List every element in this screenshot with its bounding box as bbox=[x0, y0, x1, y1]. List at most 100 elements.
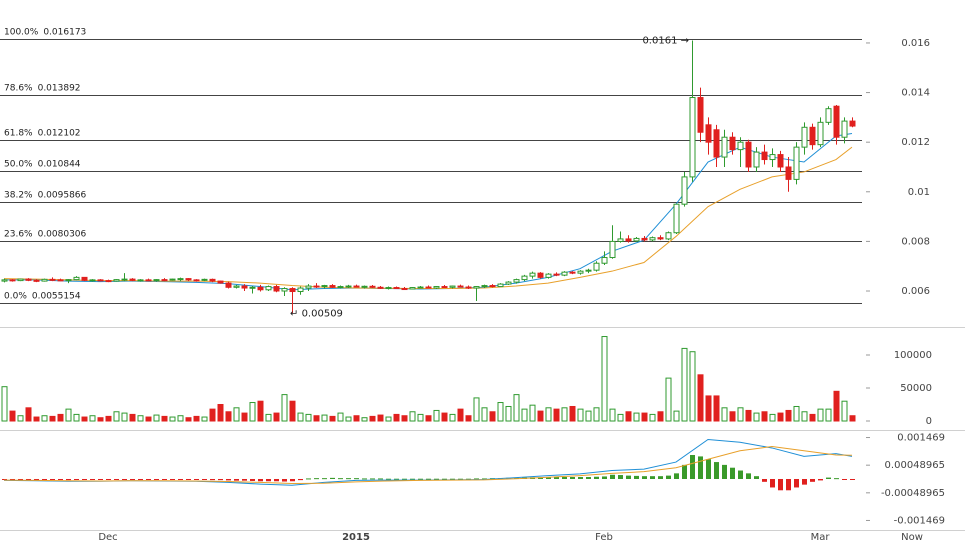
candle-body bbox=[177, 278, 184, 281]
macd-histogram-bar bbox=[482, 478, 487, 480]
fib-percent: 0.0% bbox=[4, 291, 27, 301]
volume-bar bbox=[377, 414, 384, 422]
volume-bar bbox=[385, 416, 392, 422]
volume-bar bbox=[297, 412, 304, 422]
volume-bar bbox=[817, 408, 824, 422]
candle-body bbox=[617, 238, 624, 242]
candle-body bbox=[361, 285, 368, 288]
x-tick-label: 2015 bbox=[342, 532, 370, 543]
volume-bar bbox=[681, 347, 688, 422]
volume-bar bbox=[825, 408, 832, 422]
volume-bar bbox=[665, 377, 672, 422]
candle-body bbox=[769, 154, 776, 161]
volume-bar bbox=[281, 394, 288, 422]
volume-bar bbox=[521, 408, 528, 422]
volume-bar bbox=[145, 416, 152, 422]
arrow: ↵ bbox=[290, 309, 302, 320]
x-tick-label: Feb bbox=[595, 532, 613, 543]
macd-histogram-bar bbox=[842, 478, 847, 480]
volume-bar bbox=[41, 415, 48, 422]
volume-bar bbox=[393, 413, 400, 422]
candle-body bbox=[521, 275, 528, 281]
macd-histogram-bar bbox=[234, 478, 239, 481]
volume-bar bbox=[553, 408, 560, 422]
volume-bar bbox=[697, 374, 704, 422]
volume-bar bbox=[401, 415, 408, 422]
volume-bar bbox=[625, 411, 632, 422]
macd-histogram-bar bbox=[738, 470, 743, 479]
macd-histogram-bar bbox=[10, 478, 15, 480]
volume-bar bbox=[289, 400, 296, 422]
macd-histogram-bar bbox=[258, 478, 263, 482]
macd-histogram-bar bbox=[634, 475, 639, 479]
macd-histogram-bar bbox=[114, 478, 119, 480]
macd-histogram-bar bbox=[442, 478, 447, 480]
macd-histogram-bar bbox=[458, 478, 463, 480]
volume-bar bbox=[9, 410, 16, 422]
volume-bar bbox=[585, 410, 592, 422]
candle-body bbox=[65, 279, 72, 282]
macd-histogram-bar bbox=[306, 478, 311, 480]
candle-body bbox=[697, 97, 704, 133]
candle-body bbox=[593, 262, 600, 271]
candle-body bbox=[185, 278, 192, 281]
macd-histogram-bar bbox=[146, 478, 151, 480]
volume-bar bbox=[465, 415, 472, 422]
macd-histogram-bar bbox=[658, 476, 663, 479]
volume-bar bbox=[569, 405, 576, 422]
candle-body bbox=[809, 126, 816, 146]
candle-body bbox=[249, 286, 256, 289]
volume-bar bbox=[777, 412, 784, 422]
volume-bar bbox=[121, 412, 128, 422]
candle-body bbox=[673, 203, 680, 234]
fib-percent: 100.0% bbox=[4, 27, 39, 37]
candle-body bbox=[289, 288, 296, 293]
volume-bar bbox=[705, 395, 712, 422]
volume-bar bbox=[17, 415, 24, 422]
candle-body bbox=[329, 285, 336, 288]
volume-bar bbox=[785, 409, 792, 422]
macd-histogram-bar bbox=[210, 478, 215, 481]
candle-body bbox=[161, 279, 168, 282]
candle-body bbox=[801, 126, 808, 148]
volume-bar bbox=[313, 415, 320, 422]
candle-body bbox=[545, 273, 552, 278]
fib-percent: 78.6% bbox=[4, 83, 33, 93]
volume-bar bbox=[545, 407, 552, 422]
candle-body bbox=[833, 105, 840, 138]
candle-body bbox=[753, 151, 760, 168]
candle-body bbox=[129, 278, 136, 281]
volume-bar bbox=[241, 412, 248, 422]
macd-histogram-bar bbox=[850, 478, 855, 480]
candle-body bbox=[569, 271, 576, 274]
x-tick-label: Dec bbox=[98, 532, 117, 543]
volume-bar bbox=[809, 413, 816, 422]
macd-histogram-bar bbox=[106, 478, 111, 480]
candle-body bbox=[169, 278, 176, 281]
volume-bar bbox=[193, 415, 200, 422]
volume-bar bbox=[617, 413, 624, 422]
candle-body bbox=[585, 269, 592, 272]
candle-body bbox=[537, 272, 544, 278]
candle-body bbox=[337, 286, 344, 289]
fib-price: 0.012102 bbox=[38, 128, 81, 138]
candle-body bbox=[473, 286, 480, 289]
low-annotation: ↵ 0.00509 bbox=[290, 309, 343, 320]
volume-bar bbox=[89, 415, 96, 422]
y-tick-label: 0.014 bbox=[901, 88, 930, 99]
volume-bar bbox=[473, 397, 480, 422]
macd-histogram-bar bbox=[698, 456, 703, 479]
y-tick-label: 0.016 bbox=[901, 38, 930, 49]
macd-histogram-bar bbox=[682, 464, 687, 479]
candle-body bbox=[33, 279, 40, 282]
volume-bar bbox=[73, 413, 80, 422]
macd-histogram-bar bbox=[338, 478, 343, 480]
macd-histogram-bar bbox=[34, 478, 39, 480]
macd-histogram-bar bbox=[586, 477, 591, 479]
macd-histogram-bar bbox=[346, 478, 351, 480]
candle-body bbox=[705, 124, 712, 143]
volume-bar bbox=[721, 407, 728, 422]
candle-body bbox=[209, 278, 216, 282]
macd-histogram-bar bbox=[674, 473, 679, 479]
